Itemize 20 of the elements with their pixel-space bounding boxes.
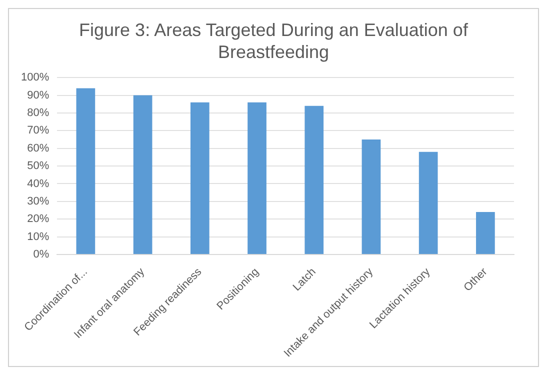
y-tick-label: 50% — [27, 160, 50, 172]
bar — [248, 102, 266, 254]
y-tick-label: 60% — [27, 142, 50, 154]
y-tick-label: 70% — [27, 124, 50, 137]
y-tick-label: 0% — [33, 248, 50, 261]
y-tick-label: 90% — [27, 89, 50, 102]
bar — [190, 102, 210, 254]
bar — [133, 95, 152, 254]
y-tick-label: 10% — [27, 230, 50, 243]
bar — [418, 152, 438, 254]
bar — [304, 106, 324, 254]
y-tick-label: 100% — [20, 72, 50, 84]
bar — [476, 212, 495, 254]
y-tick-label: 30% — [27, 195, 50, 208]
y-tick-label: 20% — [27, 213, 50, 226]
y-tick-label: 40% — [27, 178, 50, 190]
bar — [76, 88, 96, 254]
chart-title: Figure 3: Areas Targeted During an Evaluation of Breastfeeding — [78, 19, 469, 63]
y-tick-label: 80% — [27, 107, 50, 120]
bar — [362, 140, 381, 254]
